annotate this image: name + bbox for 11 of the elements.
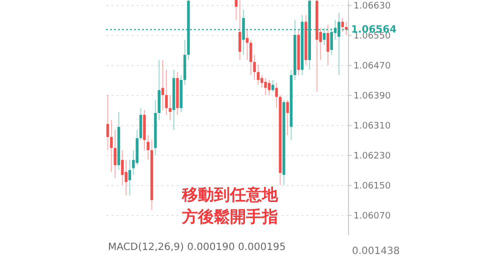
y-tick-label: 1.06550 [354,31,391,42]
y-tick-label: 1.06070 [354,212,391,222]
y-tick-label: 1.06390 [354,91,391,102]
text: MACD(12,26,9) 0.000190 0.000195 [108,242,286,253]
annotation: 移動到任意地方後鬆開手指 [180,184,280,228]
y-tick-label: 1.06470 [354,61,391,72]
y-tick-label: 1.06630 [354,1,391,12]
y-tick-label: 1.06150 [354,182,391,192]
y-tick-label: 1.06230 [354,152,391,162]
y-tick-label: 1.06310 [354,122,391,132]
text: 0.001438 [352,246,400,257]
